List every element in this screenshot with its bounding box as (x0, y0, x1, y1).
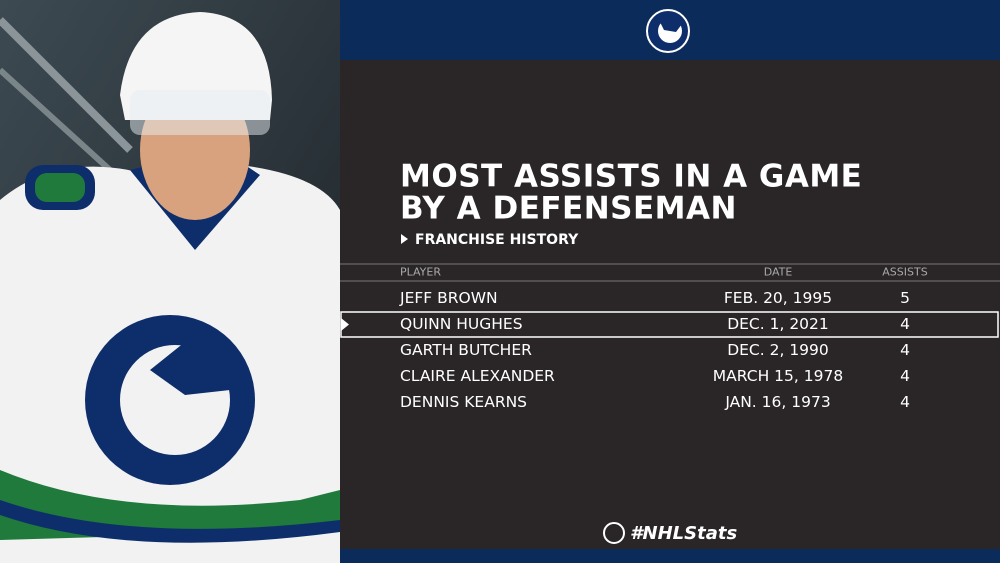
assists: 5 (900, 289, 910, 307)
assists: 4 (900, 367, 910, 385)
date: DEC. 1, 2021 (727, 315, 829, 333)
date: FEB. 20, 1995 (724, 289, 832, 307)
title: BY A DEFENSEMAN (400, 191, 737, 227)
player: CLAIRE ALEXANDER (400, 367, 555, 385)
date: JAN. 16, 1973 (724, 393, 830, 411)
column-header: ASSISTS (882, 266, 927, 279)
assists: 4 (900, 315, 910, 333)
player-photo (0, 0, 340, 563)
assists: 4 (900, 341, 910, 359)
bottom-bar (340, 549, 1000, 563)
highlight-marker (341, 318, 349, 331)
subtitle: FRANCHISE HISTORY (415, 232, 579, 248)
hashtag: #NHLStats (603, 522, 737, 544)
date: MARCH 15, 1978 (713, 367, 843, 385)
bullet (401, 234, 408, 244)
title: MOST ASSISTS IN A GAME (400, 159, 862, 195)
team-logo (646, 9, 690, 53)
player: GARTH BUTCHER (400, 341, 532, 359)
date: DEC. 2, 1990 (727, 341, 829, 359)
column-header: PLAYER (400, 266, 441, 279)
player: DENNIS KEARNS (400, 393, 527, 411)
player: QUINN HUGHES (400, 315, 523, 333)
hashtag-text: #NHLStats (630, 523, 737, 544)
column-header: DATE (764, 266, 793, 279)
player: JEFF BROWN (399, 289, 498, 307)
assists: 4 (900, 393, 910, 411)
